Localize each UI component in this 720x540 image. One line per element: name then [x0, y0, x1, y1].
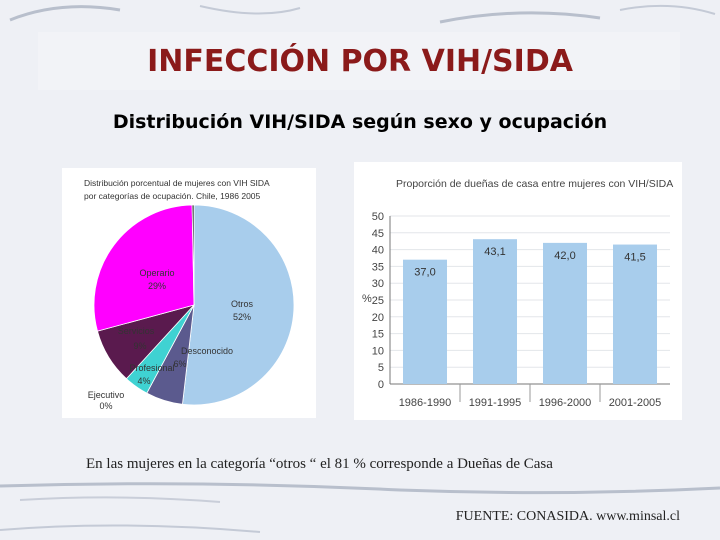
pie-label-operario: Operario	[139, 268, 174, 278]
title-band	[38, 32, 680, 90]
y-tick-label: 35	[372, 261, 384, 273]
pie-value-ejecutivo: 0%	[99, 401, 112, 411]
bar-value-label: 37,0	[414, 267, 435, 279]
pie-slice-ejecutivo	[191, 204, 195, 306]
pie-title-line-1: Distribución porcentual de mujeres con V…	[84, 178, 270, 188]
bar-y-axis-label: %	[362, 293, 372, 305]
pie-value-otros: 52%	[233, 312, 251, 322]
pie-value-desconocido: 6%	[173, 359, 186, 369]
y-tick-label: 50	[372, 211, 384, 223]
pie-chart: Distribución porcentual de mujeres con V…	[84, 178, 295, 411]
y-tick-label: 10	[372, 345, 384, 357]
bar-chart-panel: Proporción de dueñas de casa entre mujer…	[354, 162, 682, 420]
pie-slice-otros	[181, 204, 295, 406]
y-tick-label: 0	[378, 379, 384, 391]
page-title: INFECCIÓN POR VIH/SIDA	[147, 44, 573, 79]
page-subtitle: Distribución VIH/SIDA según sexo y ocupa…	[112, 111, 608, 133]
y-tick-label: 45	[372, 228, 384, 240]
bar-value-label: 42,0	[554, 250, 575, 262]
y-tick-label: 40	[372, 245, 384, 257]
x-tick-label: 2001-2005	[609, 397, 662, 409]
source-citation: FUENTE: CONASIDA. www.minsal.cl	[455, 509, 680, 524]
pie-value-profesional: 4%	[137, 376, 150, 386]
bar-1986-1990	[403, 259, 447, 384]
y-tick-label: 25	[372, 295, 384, 307]
x-tick-label: 1986-1990	[399, 397, 452, 409]
y-tick-label: 15	[372, 329, 384, 341]
pie-chart-panel: Distribución porcentual de mujeres con V…	[62, 168, 316, 418]
bar-2001-2005	[613, 244, 657, 384]
pie-label-desconocido: Desconocido	[181, 346, 233, 356]
x-tick-label: 1991-1995	[469, 397, 522, 409]
bar-chart: Proporción de dueñas de casa entre mujer…	[362, 178, 673, 409]
bar-value-label: 43,1	[484, 246, 505, 258]
pie-value-servicios: 9%	[133, 341, 146, 351]
bar-value-label: 41,5	[624, 252, 645, 264]
footnote: En las mujeres en la categoría “otros “ …	[86, 456, 553, 472]
x-tick-label: 1996-2000	[539, 397, 592, 409]
y-tick-label: 30	[372, 278, 384, 290]
pie-slice-operario	[93, 204, 195, 332]
pie-title-line-2: por categorías de ocupación. Chile, 1986…	[84, 191, 261, 201]
pie-label-servicios: Servicios	[118, 326, 155, 336]
bar-chart-title: Proporción de dueñas de casa entre mujer…	[396, 178, 673, 190]
pie-value-operario: 29%	[148, 281, 166, 291]
y-tick-label: 5	[378, 362, 384, 374]
y-tick-label: 20	[372, 312, 384, 324]
bar-1996-2000	[543, 242, 587, 384]
pie-label-ejecutivo: Ejecutivo	[88, 390, 125, 400]
pie-label-profesional: Profesional	[129, 363, 174, 373]
pie-label-otros: Otros	[231, 299, 254, 309]
bar-1991-1995	[473, 239, 517, 384]
